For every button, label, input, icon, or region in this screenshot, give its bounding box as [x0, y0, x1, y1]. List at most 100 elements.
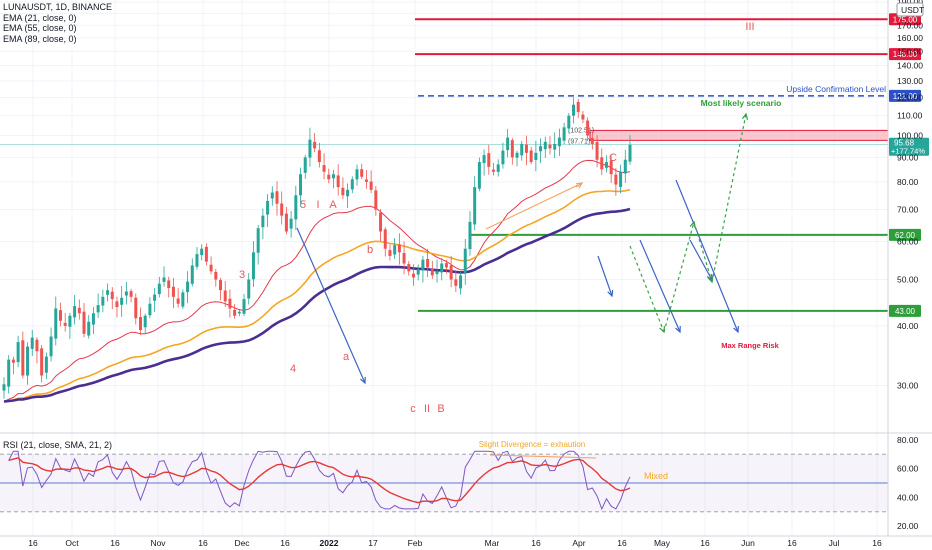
candle-body	[214, 271, 218, 280]
candle-body	[280, 203, 284, 216]
candle-body	[270, 192, 274, 199]
candle-body	[350, 179, 354, 190]
price-tick-label: 150.00	[897, 46, 923, 56]
candle-body	[181, 292, 185, 307]
candle-body	[501, 150, 505, 165]
wave-label-A: A	[329, 199, 337, 211]
candle-body	[261, 215, 265, 228]
level-tag-62.00	[889, 228, 921, 241]
rsi-tick-label: 60.00	[897, 464, 919, 474]
candle-body	[341, 187, 345, 196]
level-tag-text: 148.00	[893, 50, 918, 59]
candle-body	[492, 169, 496, 172]
candle-body	[167, 280, 171, 288]
rsi-legend: RSI (21, close, SMA, 21, 2)	[3, 440, 113, 450]
pullback-arrow-head	[607, 289, 614, 298]
wave-label-4: 4	[290, 363, 296, 375]
candle-body	[463, 248, 467, 273]
candle-body	[355, 169, 359, 180]
candle-body	[510, 140, 514, 158]
time-tick-label: 16	[110, 538, 120, 548]
candle-body	[124, 291, 128, 296]
zone-high-label: (102.51)	[568, 127, 594, 134]
path-down-arrow-3	[689, 239, 713, 281]
candle-body	[134, 297, 138, 319]
candle-body	[247, 279, 251, 299]
candle-body	[204, 246, 208, 262]
time-tick-label: 2022	[320, 538, 339, 548]
candle-body	[87, 321, 91, 336]
candle-body	[68, 315, 72, 327]
level-tag-148.00	[889, 48, 921, 61]
candle-body	[534, 152, 538, 160]
price-tick-label: 110.00	[897, 111, 923, 121]
candle-body	[322, 165, 326, 172]
path-down-arrow-1-head	[675, 325, 681, 334]
candle-body	[567, 115, 571, 129]
candle-body	[101, 296, 105, 306]
candle-body	[496, 164, 500, 172]
wave-label-a: a	[343, 351, 350, 363]
current-price-value: 95.68	[894, 139, 915, 148]
scenario-up-arrow-2	[711, 113, 747, 283]
candle-body	[40, 348, 44, 376]
candle-body	[195, 254, 199, 267]
confirmation-caption: Upside Confirmation Level	[786, 84, 886, 94]
candle-body	[96, 305, 100, 313]
price-tick-label: 60.00	[897, 237, 919, 247]
candle-body	[171, 286, 175, 297]
candle-body	[219, 280, 223, 291]
candle-body	[115, 301, 119, 308]
candle-body	[487, 153, 491, 167]
candle-body	[317, 150, 321, 163]
candle-body	[346, 189, 350, 197]
candle-body	[30, 337, 34, 349]
time-tick-label: 16	[700, 538, 710, 548]
candle-body	[11, 359, 15, 363]
ema21-legend: EMA (21, close, 0)	[3, 12, 77, 23]
wave-label-III: III	[745, 21, 754, 33]
candle-body	[543, 141, 547, 150]
candle-body	[397, 244, 401, 253]
candle-body	[299, 174, 303, 196]
time-tick-label: 16	[280, 538, 290, 548]
scenario-pullback-arrow	[693, 221, 713, 283]
candle-body	[16, 342, 20, 363]
candle-body	[308, 139, 312, 158]
time-tick-label: 16	[872, 538, 882, 548]
candle-body	[393, 245, 397, 255]
time-tick-label: Jul	[829, 538, 840, 548]
wave-label-B: B	[437, 403, 444, 415]
time-tick-label: Jun	[741, 538, 755, 548]
path-down-arrow-1	[639, 239, 681, 333]
candle-body	[590, 138, 594, 144]
candle-body	[110, 291, 114, 300]
candle-body	[524, 144, 528, 153]
candle-body	[572, 104, 576, 116]
path-down-arrow-2-head	[733, 325, 739, 334]
price-tick-label: 30.00	[897, 381, 919, 391]
candle-body	[266, 200, 270, 215]
rsi-ma-line	[8, 457, 631, 504]
chart-legend: LUNAUSDT, 1D, BINANCE EMA (21, close, 0)…	[3, 2, 112, 44]
candle-body	[148, 303, 152, 316]
candle-body	[209, 264, 213, 272]
time-tick-label: May	[654, 538, 671, 548]
candle-body	[609, 160, 613, 175]
candle-body	[176, 298, 180, 304]
candle-body	[138, 317, 142, 331]
ema21-line	[3, 159, 631, 403]
time-tick-label: 16	[617, 538, 627, 548]
candle-body	[336, 175, 340, 188]
candle-body	[21, 340, 25, 376]
wave-label-b: b	[367, 244, 373, 256]
price-tick-label: 170.00	[897, 20, 923, 30]
candle-body	[586, 120, 590, 136]
candle-body	[411, 273, 415, 278]
candle-body	[237, 311, 241, 314]
candle-body	[576, 101, 580, 112]
zone-low-label: (97.71)	[568, 138, 590, 145]
rsi-tick-label: 80.00	[897, 435, 919, 445]
ema89-legend: EMA (89, close, 0)	[3, 33, 77, 44]
